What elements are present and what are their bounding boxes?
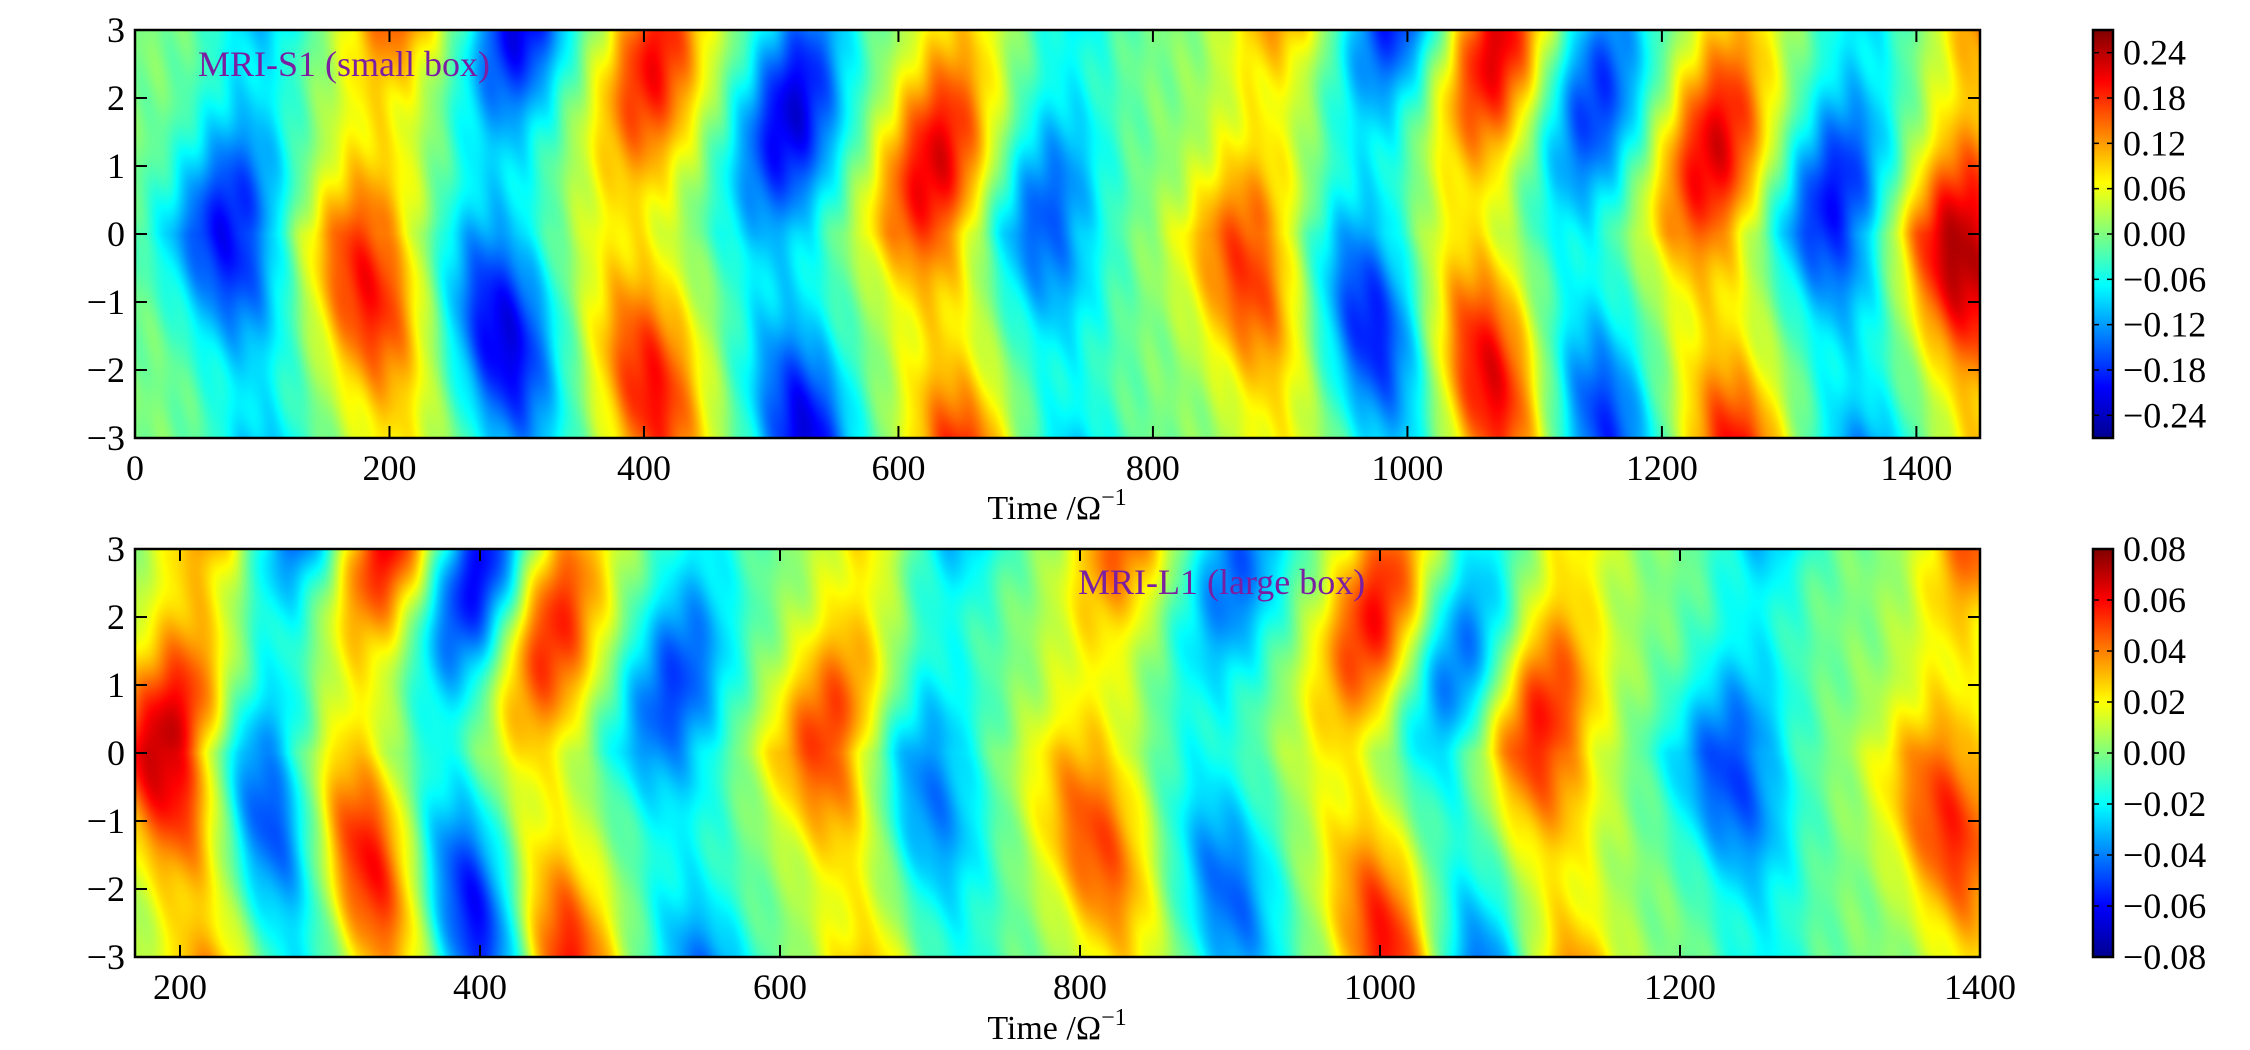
colorbar-tick-label: −0.08 bbox=[2123, 937, 2206, 977]
colorbar-tick-label: 0.00 bbox=[2123, 214, 2186, 254]
ytick-label: 2 bbox=[107, 597, 125, 637]
xtick-label: 200 bbox=[153, 967, 207, 1007]
xtick-label: 600 bbox=[753, 967, 807, 1007]
ytick-label: 3 bbox=[107, 10, 125, 50]
ytick-label: 1 bbox=[107, 146, 125, 186]
ytick-label: −2 bbox=[87, 350, 125, 390]
ytick-label: 1 bbox=[107, 665, 125, 705]
xtick-label: 0 bbox=[126, 448, 144, 488]
ticks-top: 0 200 400 600 800 1000 1200 1400 −3 −2 −1 0 1 2 3 bbox=[87, 10, 1980, 488]
xlabel-bottom-text: Time /Ω bbox=[987, 1010, 1101, 1047]
colorbar-tick-label: 0.18 bbox=[2123, 78, 2186, 118]
xtick-label: 1400 bbox=[1880, 448, 1952, 488]
colorbar-tick-label: 0.02 bbox=[2123, 682, 2186, 722]
xtick-label: 800 bbox=[1053, 967, 1107, 1007]
xlabel-bottom-sup: −1 bbox=[1101, 1005, 1127, 1031]
xtick-label: 200 bbox=[362, 448, 416, 488]
colorbar-tick-label: 0.00 bbox=[2123, 733, 2186, 773]
colorbar-ticks-top: 0.24 0.18 0.12 0.06 0.00 −0.06 −0.12 −0.18 −0.24 bbox=[2093, 33, 2206, 435]
colorbar-ticks-bottom: 0.08 0.06 0.04 0.02 0.00 −0.02 −0.04 −0.06 −0.08 bbox=[2093, 529, 2206, 977]
colorbar-tick-label: −0.06 bbox=[2123, 259, 2206, 299]
xtick-label: 800 bbox=[1126, 448, 1180, 488]
xtick-label: 600 bbox=[871, 448, 925, 488]
colorbar-tick-label: −0.02 bbox=[2123, 784, 2206, 824]
colorbar-tick-label: −0.06 bbox=[2123, 886, 2206, 926]
colorbar-tick-label: 0.06 bbox=[2123, 169, 2186, 209]
colorbar-tick-label: −0.12 bbox=[2123, 305, 2206, 345]
xlabel-top: Time /Ω−1 bbox=[987, 485, 1126, 527]
panel-top: 0 200 400 600 800 1000 1200 1400 −3 −2 −1 0 1 2 3 MRI-… bbox=[87, 10, 2207, 527]
xtick-label: 400 bbox=[617, 448, 671, 488]
xtick-label: 1400 bbox=[1944, 967, 2016, 1007]
xlabel-top-sup: −1 bbox=[1101, 485, 1127, 511]
xlabel-top-text: Time /Ω bbox=[987, 490, 1101, 527]
colorbar-tick-label: 0.24 bbox=[2123, 33, 2186, 73]
xlabel-bottom: Time /Ω−1 bbox=[987, 1005, 1126, 1047]
ytick-label: 0 bbox=[107, 214, 125, 254]
annotation-bottom: MRI-L1 (large box) bbox=[1078, 562, 1365, 602]
xtick-label: 1200 bbox=[1626, 448, 1698, 488]
colorbar-tick-label: −0.24 bbox=[2123, 395, 2206, 435]
panel-bottom: 200 400 600 800 1000 1200 1400 −3 −2 −1 0 1 2 3 MRI-L… bbox=[87, 529, 2207, 1047]
colorbar-tick-label: 0.12 bbox=[2123, 123, 2186, 163]
ytick-label: 3 bbox=[107, 529, 125, 569]
ytick-label: −3 bbox=[87, 937, 125, 977]
heatmap-bottom bbox=[135, 549, 1980, 957]
colorbar-tick-label: 0.08 bbox=[2123, 529, 2186, 569]
xtick-label: 1000 bbox=[1344, 967, 1416, 1007]
colorbar-tick-label: −0.04 bbox=[2123, 835, 2206, 875]
colorbar-tick-label: 0.06 bbox=[2123, 580, 2186, 620]
xtick-label: 400 bbox=[453, 967, 507, 1007]
colorbar-tick-label: −0.18 bbox=[2123, 350, 2206, 390]
ytick-label: −3 bbox=[87, 418, 125, 458]
xtick-label: 1200 bbox=[1644, 967, 1716, 1007]
ytick-label: −1 bbox=[87, 282, 125, 322]
colorbar-top bbox=[2093, 30, 2113, 438]
annotation-top: MRI-S1 (small box) bbox=[198, 44, 490, 84]
ytick-label: 0 bbox=[107, 733, 125, 773]
ticks-bottom: 200 400 600 800 1000 1200 1400 −3 −2 −1 0 1 2 3 bbox=[87, 529, 2016, 1007]
xtick-label: 1000 bbox=[1371, 448, 1443, 488]
ytick-label: 2 bbox=[107, 78, 125, 118]
ytick-label: −1 bbox=[87, 801, 125, 841]
ytick-label: −2 bbox=[87, 869, 125, 909]
heatmap-top bbox=[135, 30, 1980, 438]
colorbar-tick-label: 0.04 bbox=[2123, 631, 2186, 671]
